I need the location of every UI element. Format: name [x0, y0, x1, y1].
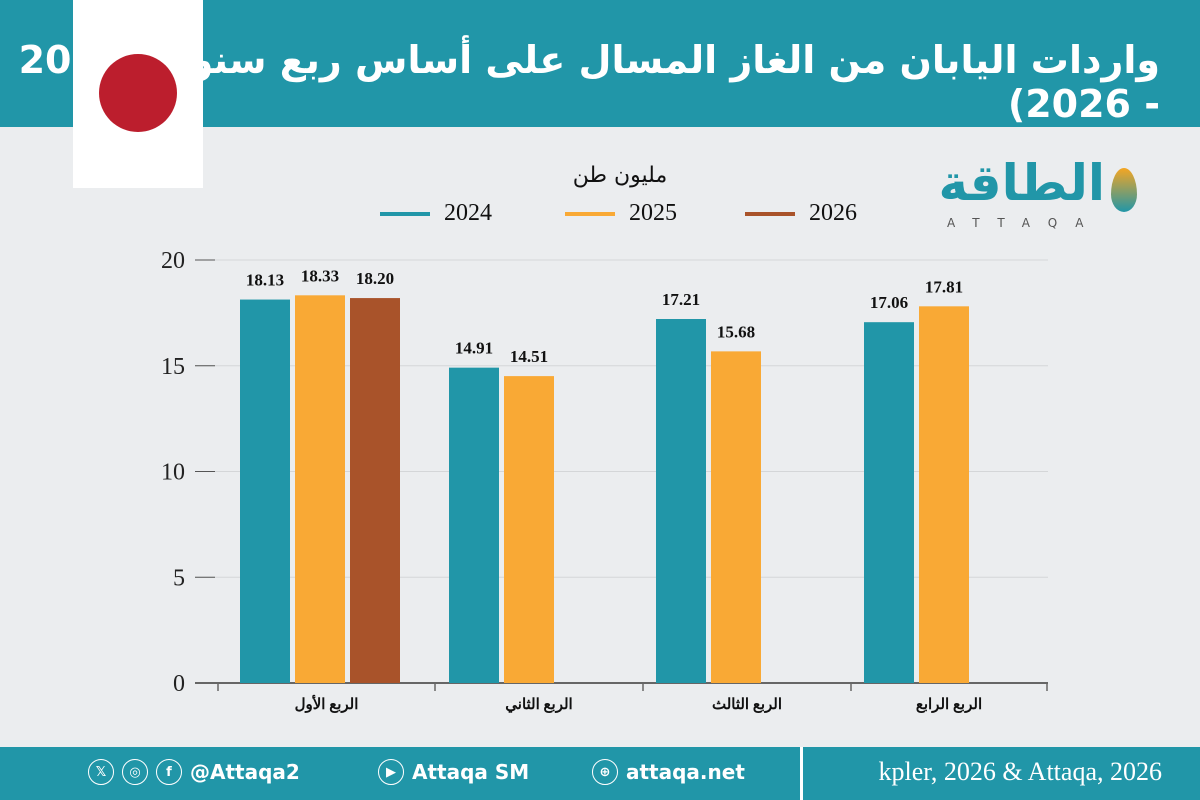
logo-arabic: الطاقة — [938, 154, 1105, 212]
unit-label: مليون طن — [572, 163, 668, 188]
y-tick-label: 10 — [161, 460, 185, 486]
bar-2024 — [656, 319, 706, 683]
x-tick-label: الربع الرابع — [916, 697, 982, 713]
legend-label: 2024 — [444, 200, 492, 226]
x-tick-label: الربع الأول — [295, 694, 359, 713]
bar-2025 — [504, 376, 554, 683]
bar-2024 — [240, 299, 290, 683]
bar-2024 — [864, 322, 914, 683]
flag-sun — [99, 54, 177, 132]
data-label: 17.06 — [870, 293, 908, 312]
legend-label: 2026 — [809, 200, 857, 226]
logo-latin: ATTAQA — [947, 216, 1102, 230]
attaqa-logo: الطاقة ATTAQA — [935, 154, 1145, 240]
source-text: kpler, 2026 & Attaqa, 2026 — [878, 757, 1162, 786]
legend-swatch — [565, 211, 615, 216]
bar-2025 — [295, 295, 345, 683]
bar-2025 — [919, 306, 969, 683]
data-label: 18.13 — [246, 271, 284, 290]
data-label: 14.91 — [455, 339, 493, 358]
data-label: 14.51 — [510, 347, 548, 366]
youtube-text[interactable]: Attaqa SM — [412, 760, 530, 784]
legend-item-2025: 2025 — [565, 200, 677, 227]
handle-text[interactable]: @Attaqa2 — [190, 760, 300, 784]
legend-item-2026: 2026 — [745, 200, 857, 227]
website-link[interactable]: ⊕ attaqa.net — [592, 759, 745, 785]
japan-flag-icon — [73, 0, 203, 188]
y-tick-label: 0 — [173, 671, 185, 697]
legend-label: 2025 — [629, 200, 677, 226]
bar-2024 — [449, 367, 499, 683]
y-tick-label: 5 — [173, 565, 185, 591]
y-tick-label: 15 — [161, 354, 185, 380]
legend-swatch — [380, 211, 430, 216]
footer: 𝕏 ◎ f @Attaqa2 ▶ Attaqa SM ⊕ attaqa.net … — [0, 747, 1200, 800]
social-handle[interactable]: 𝕏 ◎ f @Attaqa2 — [88, 759, 300, 785]
x-icon[interactable]: 𝕏 — [88, 759, 114, 785]
drop-icon — [1111, 168, 1137, 212]
x-tick-label: الربع الثالث — [712, 697, 782, 713]
data-label: 17.21 — [662, 290, 700, 309]
x-tick-label: الربع الثاني — [505, 697, 572, 714]
site-text[interactable]: attaqa.net — [626, 760, 745, 784]
bar-2025 — [711, 351, 761, 683]
data-label: 15.68 — [717, 322, 755, 341]
legend-swatch — [745, 211, 795, 216]
legend-item-2024: 2024 — [380, 200, 492, 227]
data-label: 17.81 — [925, 277, 963, 296]
data-label: 18.33 — [301, 266, 339, 285]
globe-icon[interactable]: ⊕ — [592, 759, 618, 785]
facebook-icon[interactable]: f — [156, 759, 182, 785]
youtube-icon[interactable]: ▶ — [378, 759, 404, 785]
instagram-icon[interactable]: ◎ — [122, 759, 148, 785]
y-tick-label: 20 — [161, 248, 185, 274]
footer-divider — [800, 747, 803, 800]
data-label: 18.20 — [356, 269, 394, 288]
youtube-link[interactable]: ▶ Attaqa SM — [378, 759, 529, 785]
bar-2026 — [350, 298, 400, 683]
